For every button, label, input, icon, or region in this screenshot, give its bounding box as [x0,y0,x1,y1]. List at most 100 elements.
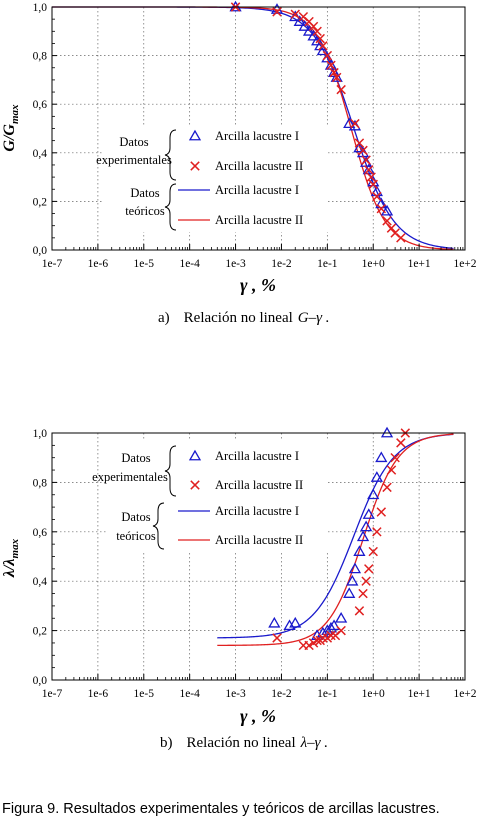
chart-b-legend-group-teo-1: Datos [121,510,150,524]
chart-b-legend: Datos experimentales Datos teóricos Arci… [92,441,328,551]
chart-b-legend-marks [178,449,210,541]
data-point-triangle [343,117,356,129]
data-point-cross [304,640,314,651]
data-point-cross [354,606,365,616]
y-tick-label: 0,2 [33,196,48,208]
chart-b-caption: b) Relación no lineal λ–γ . [160,735,328,751]
legend-triangle-marker [188,449,202,461]
chart-b-y-label: λ/λmax [1,538,21,578]
data-point-cross [308,21,319,32]
chart-a-caption: a) Relación no lineal G–γ . [158,310,330,326]
x-tick-label: 1e-6 [88,688,109,700]
data-point-triangle [346,574,359,586]
x-tick-label: 1e-2 [271,688,292,700]
chart-a-legend-bg [102,126,328,232]
data-point-cross [372,527,382,537]
chart-b-y-label-main: λ/λ [1,558,18,578]
data-point-cross [336,625,346,636]
data-point-cross [336,84,346,95]
chart-b-legend-bg [106,441,328,551]
y-tick-label: 1,0 [33,428,48,440]
x-tick-label: 1e+0 [362,258,385,270]
data-point-cross [386,223,397,233]
chart-a-y-label: G/Gmax [1,104,21,152]
legend-cross-marker [190,161,200,171]
y-tick-label: 1,0 [33,2,48,14]
data-point-cross [272,7,282,17]
data-point-cross [290,9,300,20]
chart-b-legend-group-teo-2: teóricos [116,529,156,543]
x-tick-label: 1e-7 [42,688,63,700]
chart-a-x-ticks: 1e-7 1e-6 1e-5 1e-4 1e-3 1e-2 1e-1 1e+0 1e+1 1e+2 [42,244,477,270]
data-point-cross [358,588,368,599]
data-point-triangle [229,0,242,12]
chart-b: 0,00,20,40,60,81,0 1e-7 1e-6 1e-5 1e-4 1e-3 1… [1,426,477,751]
data-point-triangle [302,24,316,36]
chart-b-legend-entry-1: Arcilla lacustre I [215,449,299,463]
chart-a-y-ticks: 0,0 0,2 0,4 0,6 0,8 1,0 [33,2,465,257]
chart-b-caption-text: Relación no lineal [187,735,296,751]
data-point-triangle [356,530,370,542]
legend-cross-marker [190,480,200,490]
data-point-cross [312,26,322,37]
chart-a-legend-brace-exp [164,129,177,181]
chart-a-legend-group-exp-2: experimentales [96,153,172,167]
chart-a-x-label: γ , % [240,275,276,295]
y-tick-label: 0,0 [33,675,48,687]
data-point-triangle [375,197,388,209]
data-point-cross [331,72,342,83]
data-point-triangle [380,204,394,216]
x-tick-label: 1e-1 [317,258,338,270]
data-point-triangle [367,488,380,500]
chart-b-points [268,426,411,651]
data-point-cross [382,216,392,226]
y-tick-label: 0,6 [33,99,48,111]
chart-b-legend-entry-3: Arcilla lacustre I [215,504,299,518]
data-point-cross [376,507,387,517]
curve-2 [217,433,454,647]
chart-b-x-label: γ , % [240,706,276,726]
data-point-triangle [362,163,375,175]
data-point-cross [366,172,376,182]
x-tick-label: 1e+0 [362,688,385,700]
data-point-triangle [327,619,341,631]
y-tick-label: 0,8 [33,51,48,63]
chart-a-caption-math: G–γ . [298,310,330,326]
data-point-cross [358,145,368,156]
data-point-cross [396,438,406,448]
chart-a-legend-group-exp-1: Datos [119,135,148,149]
x-tick-label: 1e-4 [179,688,200,700]
data-point-cross [312,635,322,646]
data-point-cross [322,50,333,61]
chart-b-legend-entry-4: Arcilla lacustre II [215,533,303,547]
data-point-triangle [307,29,320,41]
chart-b-curves [217,433,454,647]
x-tick-label: 1e+2 [453,258,476,270]
chart-b-y-label-sub: max [9,538,21,558]
data-point-triangle [343,587,356,598]
chart-a-legend-entry-2: Arcilla lacustre II [215,159,303,173]
x-tick-label: 1e-1 [317,688,338,700]
data-point-triangle [293,15,306,26]
x-tick-label: 1e-3 [225,688,246,700]
data-point-cross [326,60,336,71]
data-point-triangle [362,508,375,519]
x-tick-label: 1e-7 [42,258,63,270]
y-tick-label: 0,6 [33,527,48,539]
chart-b-legend-entry-2: Arcilla lacustre II [215,478,303,492]
chart-b-caption-prefix: b) [160,735,173,751]
data-point-triangle [380,426,394,438]
chart-a-legend-entry-4: Arcilla lacustre II [215,213,303,227]
data-point-cross [361,155,371,165]
data-point-triangle [370,185,383,197]
chart-b-y-ticks: 0,0 0,2 0,4 0,6 0,8 1,0 [33,428,465,687]
x-tick-label: 1e-5 [134,688,155,700]
chart-a-legend: Datos experimentales Datos teóricos Arci… [96,126,328,232]
data-point-cross [350,118,360,129]
chart-b-legend-brace-exp [164,445,177,497]
legend-triangle-marker [188,129,202,141]
data-point-cross [272,633,282,643]
chart-b-legend-brace-teo [152,502,165,550]
chart-a-caption-text: Relación no lineal [184,310,293,326]
data-point-triangle [348,562,362,574]
